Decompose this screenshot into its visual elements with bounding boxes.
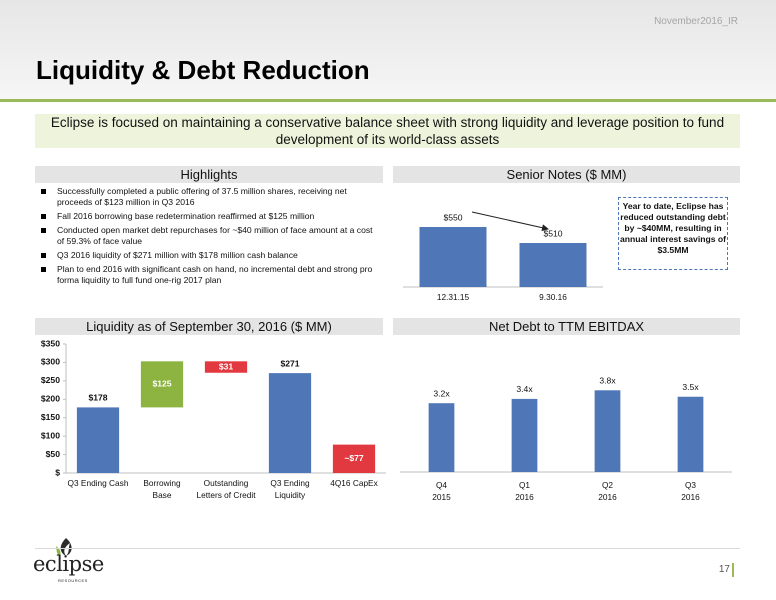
x-tick-label: Q4 2015 — [432, 480, 451, 502]
highlights-list: Successfully completed a public offering… — [40, 186, 382, 289]
x-tick-label: Q3 2016 — [681, 480, 700, 502]
value-label: $125 — [152, 379, 171, 389]
x-tick-label: Q3 Ending Cash — [67, 478, 129, 488]
bar — [332, 444, 376, 473]
value-label: $510 — [543, 228, 562, 238]
x-tick-label: 9.30.16 — [539, 292, 567, 302]
y-tick-label: $ — [55, 467, 60, 477]
footer-rule — [35, 548, 740, 549]
slide-title: Liquidity & Debt Reduction — [36, 55, 370, 85]
highlight-item: Successfully completed a public offering… — [40, 186, 382, 208]
bar — [419, 227, 487, 287]
page-number: 17 — [718, 564, 730, 575]
annotation-box: Year to date, Eclipse has reduced outsta… — [618, 197, 728, 270]
value-label: 3.8x — [599, 376, 616, 386]
y-tick-label: $150 — [41, 412, 60, 422]
y-tick-label: $100 — [41, 430, 60, 440]
value-label: $178 — [88, 393, 107, 403]
highlight-item: Fall 2016 borrowing base redetermination… — [40, 211, 382, 222]
y-tick-label: $300 — [41, 357, 60, 367]
header-rule — [0, 99, 776, 102]
bar — [204, 361, 248, 373]
deck-tag: November2016_IR — [654, 16, 738, 27]
section-header: Liquidity as of September 30, 2016 ($ MM… — [35, 318, 383, 335]
x-tick-label: Q1 2016 — [515, 480, 534, 502]
section-header: Net Debt to TTM EBITDAX — [393, 318, 740, 335]
header-band — [0, 0, 776, 100]
page-bar — [732, 563, 734, 577]
banner: Eclipse is focused on maintaining a cons… — [35, 114, 740, 148]
y-tick-label: $250 — [41, 375, 60, 385]
x-tick-label: 4Q16 CapEx — [330, 478, 378, 488]
bar — [140, 361, 184, 408]
arrow — [471, 211, 549, 232]
highlight-item: Q3 2016 liquidity of $271 million with $… — [40, 250, 382, 261]
bar — [76, 407, 120, 473]
x-tick-label: Borrowing Base — [143, 478, 181, 500]
y-tick-label: $350 — [41, 338, 60, 348]
logo-subtext: RESOURCES — [58, 578, 88, 583]
y-tick-label: $50 — [46, 449, 61, 459]
logo-text: eclipse — [33, 552, 104, 576]
highlight-item: Conducted open market debt repurchases f… — [40, 225, 382, 247]
value-label: 3.4x — [516, 384, 533, 394]
value-label: ~$77 — [344, 453, 364, 463]
x-tick-label: Q3 Ending Liquidity — [270, 478, 310, 500]
value-label: 3.2x — [433, 388, 450, 398]
section-header: Highlights — [35, 166, 383, 183]
value-label: $31 — [219, 361, 234, 371]
bar — [511, 398, 538, 472]
bar — [594, 390, 621, 472]
bar — [268, 373, 312, 473]
x-tick-label: Outstanding Letters of Credit — [196, 478, 256, 500]
bar — [519, 243, 587, 287]
x-tick-label: 12.31.15 — [436, 292, 470, 302]
x-tick-label: Q2 2016 — [598, 480, 617, 502]
value-label: 3.5x — [682, 382, 699, 392]
bar — [677, 396, 704, 472]
y-tick-label: $200 — [41, 394, 60, 404]
value-label: $550 — [443, 212, 462, 222]
bar — [428, 403, 455, 472]
highlight-item: Plan to end 2016 with significant cash o… — [40, 264, 382, 286]
value-label: $271 — [280, 358, 299, 368]
section-header: Senior Notes ($ MM) — [393, 166, 740, 183]
